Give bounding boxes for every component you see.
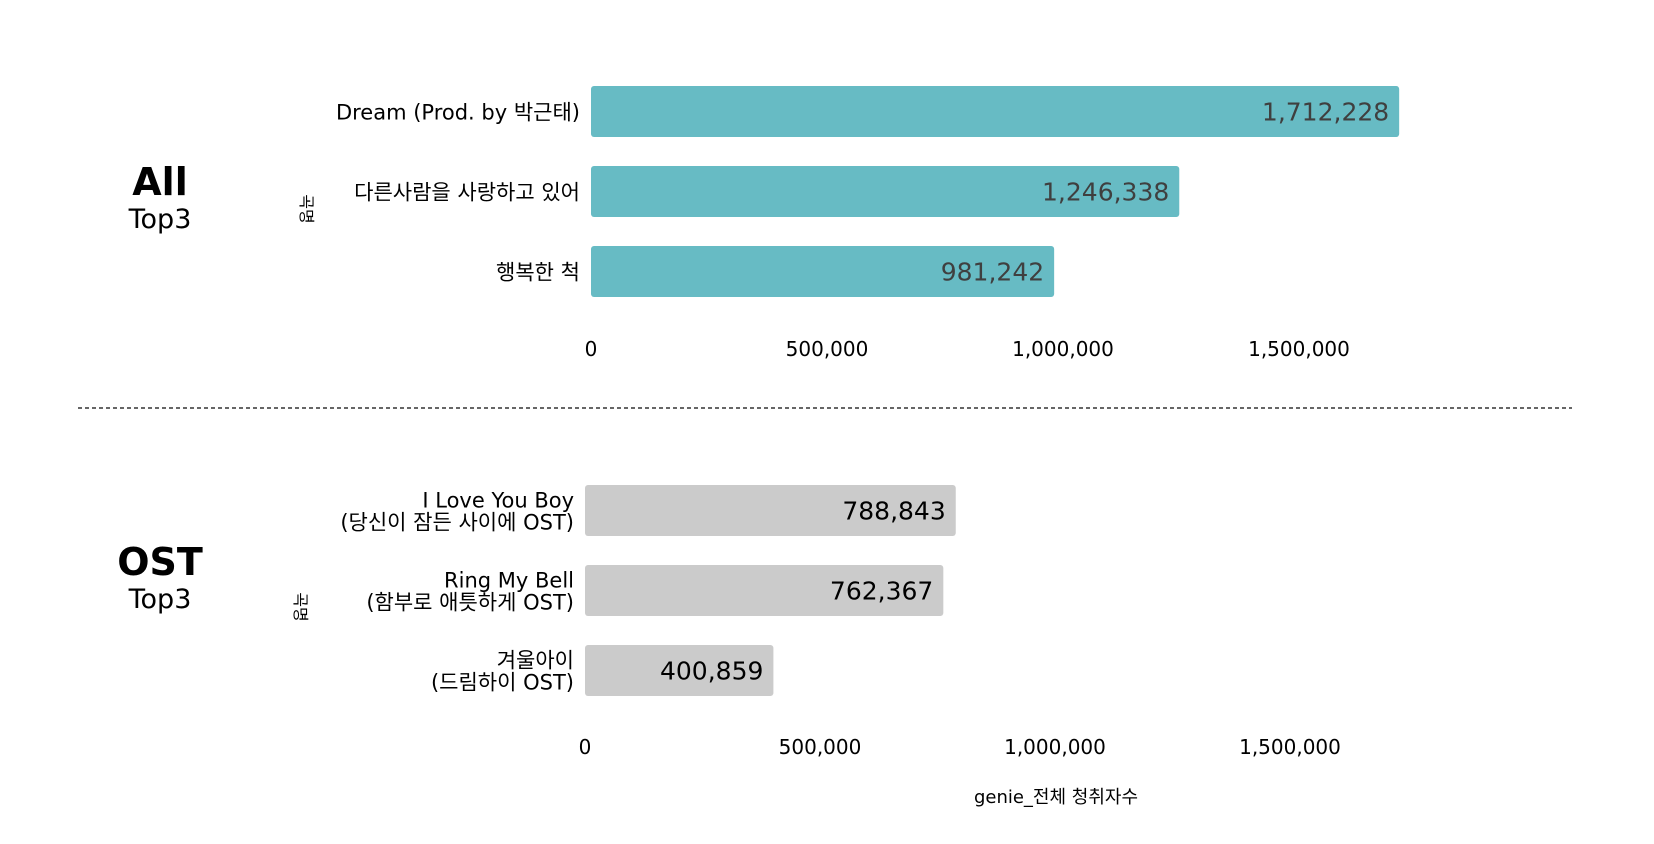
ost-value-label: 788,843 bbox=[842, 497, 945, 526]
all-subtitle: Top3 bbox=[128, 204, 192, 235]
all-bar bbox=[591, 246, 1055, 297]
ost-x-tick-label: 500,000 bbox=[779, 735, 862, 759]
all-bar bbox=[591, 166, 1180, 217]
ost-x-tick-label: 1,500,000 bbox=[1239, 735, 1341, 759]
ost-category-label: Ring My Bell bbox=[444, 569, 574, 593]
all-title: All bbox=[132, 160, 188, 204]
ost-category-label: I Love You Boy bbox=[422, 489, 574, 513]
ost-x-tick-label: 0 bbox=[579, 735, 592, 759]
all-category-label: 다른사람을 사랑하고 있어 bbox=[354, 181, 580, 205]
ost-y-axis-label: 곡명 bbox=[291, 592, 310, 621]
ost-category-label: (함부로 애틋하게 OST) bbox=[366, 591, 574, 615]
ost-value-label: 762,367 bbox=[830, 577, 933, 606]
all-value-label: 981,242 bbox=[941, 258, 1044, 287]
ost-bar bbox=[585, 565, 944, 616]
all-x-tick-label: 500,000 bbox=[786, 337, 869, 361]
ost-category-label: (드림하이 OST) bbox=[431, 671, 574, 695]
all-x-tick-label: 1,000,000 bbox=[1012, 337, 1114, 361]
ost-panel-title: OST Top3 bbox=[60, 540, 260, 616]
all-value-label: 1,246,338 bbox=[1042, 178, 1169, 207]
all-category-label: Dream (Prod. by 박근태) bbox=[336, 101, 580, 125]
ost-category-label: 겨울아이 bbox=[497, 649, 574, 673]
ost-value-label: 400,859 bbox=[660, 657, 763, 686]
all-y-axis-label: 곡명 bbox=[297, 194, 316, 223]
all-value-label: 1,712,228 bbox=[1262, 98, 1389, 127]
all-x-tick-label: 0 bbox=[585, 337, 598, 361]
ost-category-label: (당신이 잠든 사이에 OST) bbox=[340, 511, 574, 535]
ost-bar bbox=[585, 485, 956, 536]
all-panel-title: All Top3 bbox=[60, 160, 260, 236]
ost-x-tick-label: 1,000,000 bbox=[1004, 735, 1106, 759]
ost-title: OST bbox=[117, 540, 203, 584]
ost-subtitle: Top3 bbox=[128, 584, 192, 615]
ost-x-axis-label: genie_전체 청취자수 bbox=[974, 787, 1138, 808]
all-bar bbox=[591, 86, 1400, 137]
all-category-label: 행복한 척 bbox=[496, 261, 580, 285]
ost-bar bbox=[585, 645, 774, 696]
all-x-tick-label: 1,500,000 bbox=[1248, 337, 1350, 361]
